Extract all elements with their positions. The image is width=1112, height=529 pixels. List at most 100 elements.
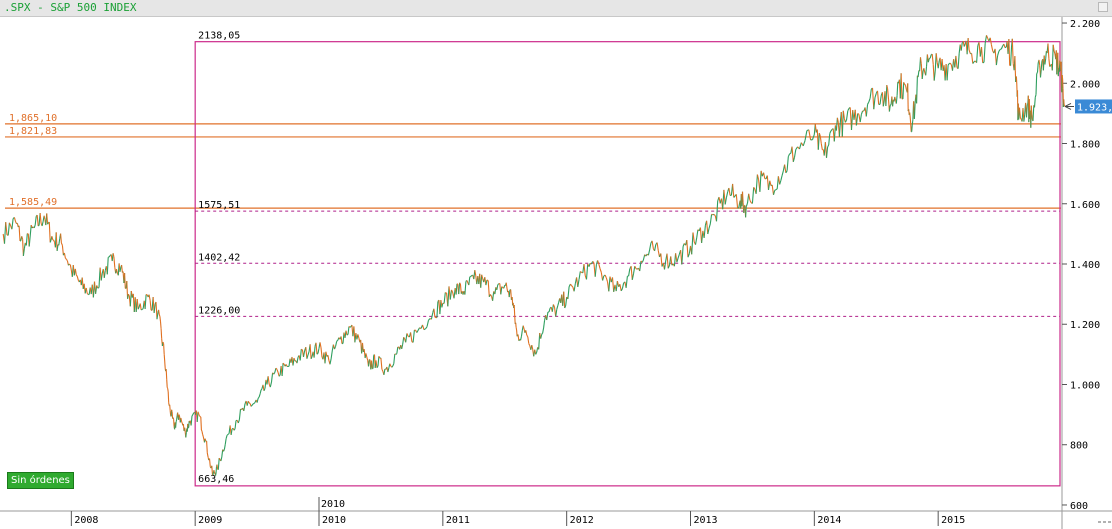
- price-line-segment: [175, 421, 177, 428]
- price-line-segment: [171, 409, 173, 412]
- y-tick-label: 1.000: [1070, 380, 1100, 391]
- orders-button[interactable]: Sin órdenes: [7, 472, 74, 489]
- price-line-segment: [935, 53, 938, 63]
- price-line-segment: [361, 342, 364, 352]
- price-line-segment: [202, 436, 205, 440]
- price-line-segment: [22, 248, 25, 256]
- price-line-segment: [517, 334, 520, 341]
- price-line-segment: [56, 244, 59, 251]
- price-line-segment: [573, 283, 576, 292]
- price-line-segment: [307, 351, 310, 356]
- price-line-segment: [387, 367, 390, 373]
- price-line-segment: [200, 429, 203, 432]
- price-line-segment: [508, 289, 511, 298]
- price-line-segment: [18, 225, 21, 242]
- price-line-segment: [933, 71, 936, 81]
- price-line-segment: [1035, 73, 1038, 95]
- price-line-segment: [293, 357, 296, 362]
- price-line-segment: [296, 357, 299, 364]
- price-line-segment: [600, 272, 604, 281]
- price-line-segment: [137, 306, 140, 310]
- price-line-segment: [818, 132, 821, 137]
- price-line-segment: [620, 288, 623, 292]
- price-line-segment: [781, 170, 784, 176]
- price-line-segment: [910, 123, 912, 132]
- price-line-segment: [909, 116, 912, 124]
- price-line-segment: [743, 205, 745, 213]
- price-line-segment: [802, 140, 806, 147]
- price-line-segment: [663, 260, 667, 270]
- price-line-segment: [46, 213, 49, 225]
- price-line-segment: [451, 289, 454, 293]
- price-line-segment: [282, 362, 285, 365]
- price-line-segment: [375, 360, 378, 368]
- price-line-segment: [500, 286, 503, 295]
- y-tick-label: 1.800: [1070, 140, 1100, 151]
- x-floating-label: 2010: [321, 499, 345, 510]
- price-line-segment: [526, 334, 529, 338]
- price-line-segment: [709, 214, 713, 224]
- price-line-segment: [423, 328, 426, 331]
- price-line-segment: [370, 360, 373, 369]
- price-line-segment: [383, 368, 386, 375]
- price-line-segment: [15, 221, 17, 224]
- price-line-segment: [250, 404, 253, 407]
- price-line-segment: [55, 232, 58, 251]
- price-line-segment: [909, 112, 911, 118]
- price-line-segment: [396, 346, 399, 354]
- price-line-segment: [598, 264, 601, 269]
- y-tick-label: 1.200: [1070, 320, 1100, 331]
- price-line-segment: [639, 260, 642, 272]
- price-line-segment: [867, 101, 870, 105]
- price-line-segment: [61, 245, 64, 256]
- price-line-segment: [538, 332, 541, 350]
- price-line-segment: [868, 98, 871, 103]
- price-line-segment: [1033, 97, 1036, 108]
- price-line-segment: [513, 304, 516, 316]
- price-line-segment: [692, 232, 695, 242]
- maximize-icon[interactable]: [1098, 2, 1108, 12]
- price-line-segment: [753, 187, 756, 190]
- price-line-segment: [835, 117, 838, 131]
- price-line-segment: [153, 304, 156, 313]
- price-line-segment: [372, 355, 375, 369]
- price-line-segment: [108, 255, 111, 258]
- price-line-segment: [34, 216, 37, 225]
- price-line-segment: [455, 283, 458, 295]
- price-line-segment: [36, 215, 39, 226]
- price-line-segment: [428, 318, 431, 321]
- price-line-segment: [200, 416, 202, 431]
- price-line-segment: [335, 341, 338, 347]
- price-line-segment: [433, 308, 436, 318]
- price-line-segment: [786, 156, 789, 171]
- price-line-segment: [190, 415, 193, 426]
- price-line-segment: [833, 125, 836, 142]
- price-line-segment: [625, 276, 628, 288]
- price-line-segment: [708, 223, 711, 229]
- price-line-segment: [49, 239, 52, 243]
- price-line-segment: [380, 357, 383, 370]
- price-line-segment: [403, 336, 406, 340]
- price-line-segment: [95, 285, 98, 294]
- y-tick-label: 2.200: [1070, 19, 1100, 30]
- price-line-segment: [1010, 47, 1013, 66]
- y-tick-label: 1.400: [1070, 260, 1100, 271]
- price-line-segment: [181, 421, 183, 424]
- price-line-segment: [556, 305, 559, 310]
- price-line-segment: [58, 238, 61, 246]
- price-line-segment: [798, 142, 802, 150]
- price-line-segment: [376, 365, 379, 369]
- price-line-segment: [327, 355, 330, 361]
- price-line-segment: [707, 227, 710, 235]
- price-line-segment: [594, 264, 597, 277]
- price-line-segment: [175, 419, 178, 423]
- price-line-segment: [489, 294, 492, 297]
- price-line-segment: [657, 250, 661, 258]
- price-line-segment: [902, 82, 905, 100]
- fib-box[interactable]: [194, 41, 1061, 487]
- price-line-segment: [564, 305, 567, 309]
- price-line-segment: [270, 372, 274, 383]
- price-line-segment: [301, 348, 303, 351]
- price-line-segment: [234, 420, 237, 429]
